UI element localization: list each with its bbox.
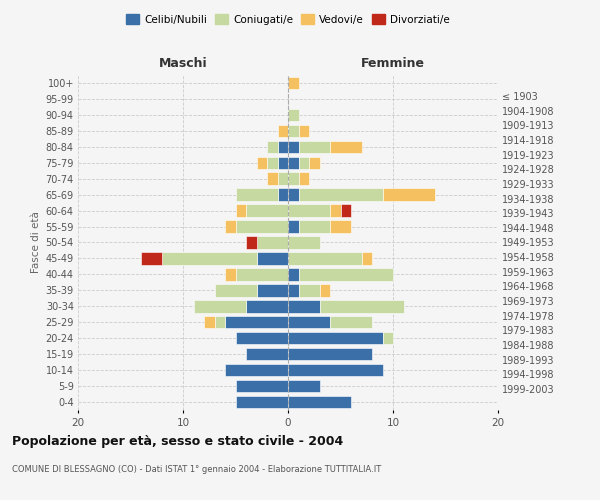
Bar — [235, 220, 288, 233]
Bar — [277, 124, 288, 137]
Bar — [330, 220, 351, 233]
Bar — [383, 188, 435, 201]
Bar — [288, 77, 299, 89]
Bar — [277, 172, 288, 185]
Bar — [299, 284, 320, 296]
Bar — [235, 268, 288, 280]
Bar — [383, 332, 393, 344]
Bar — [299, 156, 309, 169]
Bar — [215, 316, 225, 328]
Bar — [330, 140, 361, 153]
Bar — [288, 236, 320, 248]
Bar — [288, 364, 383, 376]
Bar — [225, 364, 288, 376]
Text: Maschi: Maschi — [158, 57, 208, 70]
Bar — [288, 316, 330, 328]
Text: COMUNE DI BLESSAGNO (CO) - Dati ISTAT 1° gennaio 2004 - Elaborazione TUTTITALIA.: COMUNE DI BLESSAGNO (CO) - Dati ISTAT 1°… — [12, 465, 381, 474]
Bar — [288, 156, 299, 169]
Bar — [193, 300, 246, 312]
Bar — [257, 156, 267, 169]
Bar — [246, 204, 288, 217]
Bar — [267, 140, 277, 153]
Bar — [235, 380, 288, 392]
Text: Popolazione per età, sesso e stato civile - 2004: Popolazione per età, sesso e stato civil… — [12, 435, 343, 448]
Bar — [299, 220, 330, 233]
Bar — [299, 188, 383, 201]
Bar — [288, 396, 351, 408]
Bar — [288, 332, 383, 344]
Bar — [288, 284, 299, 296]
Bar — [235, 204, 246, 217]
Bar — [288, 220, 299, 233]
Bar — [288, 204, 330, 217]
Bar — [361, 252, 372, 264]
Bar — [299, 172, 309, 185]
Y-axis label: Fasce di età: Fasce di età — [31, 212, 41, 274]
Bar — [235, 332, 288, 344]
Bar — [299, 268, 393, 280]
Bar — [288, 268, 299, 280]
Bar — [299, 124, 309, 137]
Bar — [204, 316, 215, 328]
Bar — [288, 252, 361, 264]
Bar — [257, 284, 288, 296]
Bar — [141, 252, 162, 264]
Bar — [299, 140, 330, 153]
Bar — [341, 204, 351, 217]
Bar — [277, 140, 288, 153]
Bar — [235, 188, 277, 201]
Bar — [320, 284, 330, 296]
Bar — [246, 348, 288, 360]
Bar — [246, 300, 288, 312]
Bar — [225, 316, 288, 328]
Bar — [277, 188, 288, 201]
Bar — [309, 156, 320, 169]
Bar — [288, 172, 299, 185]
Bar — [330, 316, 372, 328]
Bar — [330, 204, 341, 217]
Bar — [225, 220, 235, 233]
Bar — [288, 108, 299, 121]
Bar — [288, 188, 299, 201]
Bar — [225, 268, 235, 280]
Bar — [267, 156, 277, 169]
Bar — [257, 252, 288, 264]
Bar — [215, 284, 257, 296]
Bar — [257, 236, 288, 248]
Text: Femmine: Femmine — [361, 57, 425, 70]
Bar — [288, 300, 320, 312]
Bar — [162, 252, 257, 264]
Bar — [288, 380, 320, 392]
Bar — [246, 236, 257, 248]
Legend: Celibi/Nubili, Coniugati/e, Vedovi/e, Divorziati/e: Celibi/Nubili, Coniugati/e, Vedovi/e, Di… — [122, 10, 454, 29]
Bar — [288, 140, 299, 153]
Bar — [288, 348, 372, 360]
Bar — [267, 172, 277, 185]
Bar — [320, 300, 404, 312]
Bar — [288, 124, 299, 137]
Bar — [277, 156, 288, 169]
Bar — [235, 396, 288, 408]
